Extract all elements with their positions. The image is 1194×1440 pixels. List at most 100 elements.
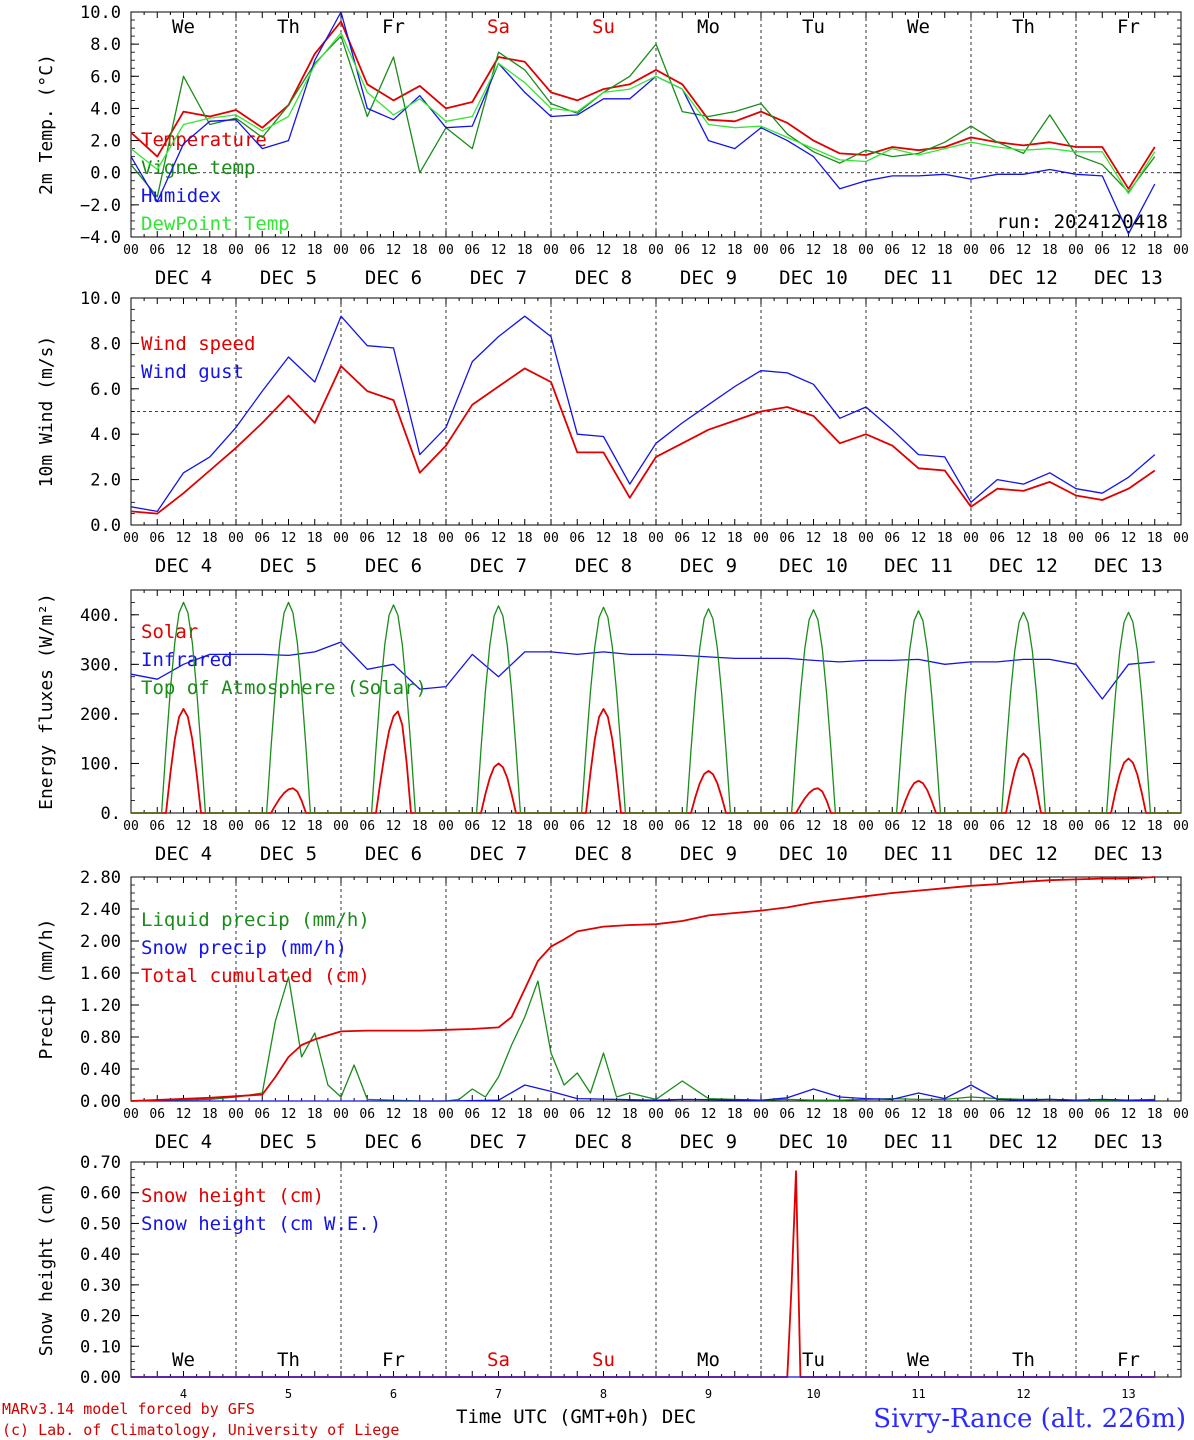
model-credit: MARv3.14 model forced by GFS — [2, 1400, 255, 1418]
x-hour-label: 18 — [622, 819, 638, 834]
x-date-label: DEC 12 — [989, 267, 1058, 289]
legend-entry: Temperature — [141, 129, 267, 151]
x-hour-label: 06 — [464, 1107, 480, 1122]
x-hour-label: 12 — [1016, 819, 1032, 834]
x-hour-label: 12 — [596, 819, 612, 834]
y-tick-label: 10.0 — [80, 3, 121, 23]
x-hour-label: 06 — [464, 819, 480, 834]
x-hour-label: 18 — [622, 243, 638, 258]
x-hour-label: 00 — [543, 819, 559, 834]
weekday-label: Th — [1012, 1349, 1035, 1371]
x-hour-label: 12 — [596, 1107, 612, 1122]
day-number-label: 7 — [495, 1387, 502, 1401]
x-hour-label: 06 — [674, 819, 690, 834]
x-hour-label: 06 — [254, 243, 270, 258]
y-tick-label: 6.0 — [90, 67, 121, 87]
x-hour-label: 06 — [254, 819, 270, 834]
y-axis-title: Precip (mm/h) — [36, 919, 57, 1060]
weekday-label: Th — [1012, 16, 1035, 38]
x-hour-label: 00 — [438, 819, 454, 834]
x-date-label: DEC 11 — [884, 555, 953, 577]
x-date-label: DEC 11 — [884, 267, 953, 289]
x-hour-label: 06 — [674, 1107, 690, 1122]
y-tick-label: 4.0 — [90, 99, 121, 119]
x-hour-label: 06 — [149, 819, 165, 834]
x-hour-label: 06 — [359, 1107, 375, 1122]
x-hour-label: 00 — [438, 243, 454, 258]
x-hour-label: 00 — [543, 1107, 559, 1122]
x-hour-label: 12 — [701, 243, 717, 258]
y-tick-label: 0.60 — [80, 1184, 121, 1204]
y-tick-label: 0.50 — [80, 1214, 121, 1234]
x-date-label: DEC 4 — [155, 555, 212, 577]
x-hour-label: 12 — [1016, 1107, 1032, 1122]
x-date-label: DEC 4 — [155, 1131, 212, 1153]
legend-entry: Snow precip (mm/h) — [141, 937, 347, 959]
series-line-humidex — [130, 11, 1156, 235]
y-tick-label: 400. — [80, 606, 121, 626]
x-hour-label: 00 — [648, 243, 664, 258]
x-hour-label: 06 — [1094, 819, 1110, 834]
x-hour-label: 18 — [1042, 243, 1058, 258]
weekday-label: We — [907, 16, 930, 38]
x-hour-label: 18 — [832, 531, 848, 546]
x-date-label: DEC 10 — [779, 555, 848, 577]
x-hour-label: 12 — [911, 531, 927, 546]
x-hour-label: 18 — [412, 531, 428, 546]
y-tick-label: 300. — [80, 655, 121, 675]
series-line-wind-speed — [130, 365, 1156, 515]
x-hour-label: 18 — [937, 243, 953, 258]
x-hour-label: 12 — [1121, 243, 1137, 258]
x-hour-label: 12 — [176, 1107, 192, 1122]
x-hour-label: 12 — [1121, 819, 1137, 834]
x-hour-label: 18 — [412, 1107, 428, 1122]
x-hour-label: 12 — [911, 819, 927, 834]
x-hour-label: 06 — [359, 531, 375, 546]
x-axis-title: Time UTC (GMT+0h) DEC — [456, 1406, 697, 1428]
x-hour-label: 00 — [123, 1107, 139, 1122]
x-date-label: DEC 7 — [470, 843, 527, 865]
x-hour-label: 00 — [438, 1107, 454, 1122]
y-tick-label: 0.70 — [80, 1153, 121, 1173]
x-hour-label: 12 — [386, 819, 402, 834]
x-hour-label: 18 — [412, 819, 428, 834]
x-hour-label: 18 — [517, 531, 533, 546]
day-number-label: 10 — [806, 1387, 820, 1401]
x-hour-label: 18 — [1147, 1107, 1163, 1122]
x-hour-label: 06 — [359, 243, 375, 258]
x-hour-label: 00 — [228, 243, 244, 258]
x-date-label: DEC 10 — [779, 267, 848, 289]
x-date-label: DEC 8 — [575, 843, 632, 865]
x-hour-label: 18 — [202, 1107, 218, 1122]
series-line-top-of-atmosphere-solar — [131, 601, 1181, 814]
x-hour-label: 12 — [1121, 1107, 1137, 1122]
x-hour-label: 06 — [989, 819, 1005, 834]
plot-frame — [130, 589, 1182, 814]
x-hour-label: 00 — [228, 819, 244, 834]
x-hour-label: 12 — [911, 243, 927, 258]
x-hour-label: 00 — [1068, 531, 1084, 546]
x-hour-label: 18 — [202, 243, 218, 258]
x-hour-label: 12 — [491, 243, 507, 258]
x-date-label: DEC 11 — [884, 1131, 953, 1153]
y-tick-label: 2.0 — [90, 471, 121, 491]
x-hour-label: 00 — [543, 243, 559, 258]
x-hour-label: 00 — [333, 819, 349, 834]
x-hour-label: 12 — [281, 531, 297, 546]
y-tick-label: 200. — [80, 705, 121, 725]
y-axis-title: 10m Wind (m/s) — [36, 336, 57, 488]
series-line-infrared — [130, 641, 1155, 700]
x-hour-label: 12 — [806, 531, 822, 546]
x-hour-label: 00 — [123, 819, 139, 834]
x-hour-label: 18 — [1147, 243, 1163, 258]
x-hour-label: 12 — [806, 819, 822, 834]
lab-credit: (c) Lab. of Climatology, University of L… — [2, 1421, 400, 1439]
weekday-label: Fr — [382, 1349, 405, 1371]
weekday-label: Fr — [1117, 1349, 1140, 1371]
x-hour-label: 12 — [1016, 243, 1032, 258]
day-number-label: 8 — [600, 1387, 607, 1401]
x-hour-label: 12 — [806, 243, 822, 258]
x-hour-label: 18 — [832, 819, 848, 834]
x-date-label: DEC 13 — [1094, 555, 1163, 577]
x-hour-label: 18 — [307, 243, 323, 258]
